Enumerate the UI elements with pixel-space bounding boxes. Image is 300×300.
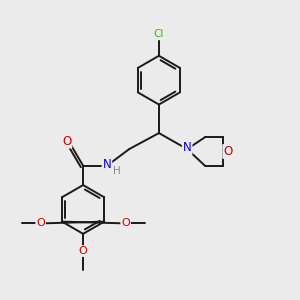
- Text: O: O: [36, 218, 45, 228]
- Text: Cl: Cl: [154, 29, 164, 39]
- Text: O: O: [223, 145, 232, 158]
- Text: O: O: [79, 246, 88, 256]
- Text: N: N: [183, 141, 191, 154]
- Text: O: O: [62, 135, 71, 148]
- Text: H: H: [112, 166, 120, 176]
- Text: O: O: [121, 218, 130, 228]
- Text: N: N: [103, 158, 111, 171]
